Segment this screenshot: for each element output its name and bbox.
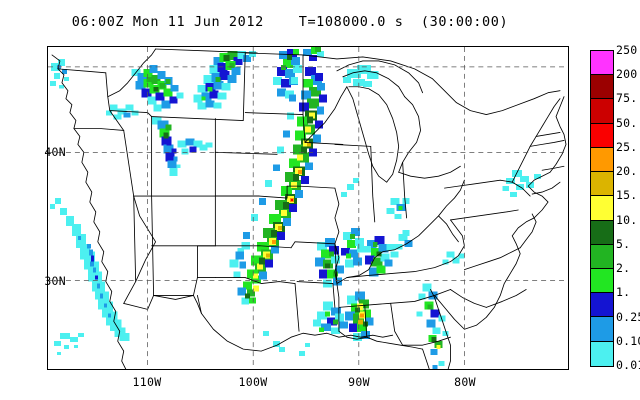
map-geography-outlines — [51, 48, 567, 369]
colorbar-label-6: 15. — [616, 188, 638, 203]
map-plot-area — [47, 46, 569, 370]
colorbar-band-12 — [591, 341, 613, 366]
colorbar-band-9 — [591, 268, 613, 294]
colorbar-label-13: 0.01 — [616, 358, 640, 372]
x-tick-label-80w: 80W — [454, 375, 476, 389]
region-florida-cells — [416, 283, 449, 369]
region-wyoming-colorado-band — [151, 116, 213, 177]
x-tick-label-110w: 110W — [132, 375, 162, 389]
region-dakotas-convection — [193, 50, 257, 110]
map-canvas — [48, 47, 568, 369]
colorbar-band-10 — [591, 293, 613, 318]
colorbar-band-1 — [591, 75, 613, 100]
colorbar-band-3 — [591, 123, 613, 148]
colorbar-label-2: 75. — [616, 91, 638, 106]
colorbar-label-1: 200. — [616, 67, 640, 82]
colorbar-band-4 — [591, 147, 613, 173]
colorbar — [590, 50, 614, 367]
y-tick-label-40n: 40N — [44, 145, 66, 159]
colorbar-label-11: 0.25 — [616, 309, 640, 324]
colorbar-band-0 — [591, 51, 613, 76]
colorbar-band-2 — [591, 99, 613, 124]
x-tick-label-100w: 100W — [238, 375, 268, 389]
region-carolinas-light — [442, 251, 465, 265]
figure-title: 06:00Z Mon 11 Jun 2012 T=108000.0 s (30:… — [71, 14, 509, 30]
colorbar-band-5 — [591, 172, 613, 197]
colorbar-band-11 — [591, 317, 613, 342]
colorbar-label-7: 10. — [616, 212, 638, 227]
colorbar-label-5: 20. — [616, 164, 638, 179]
region-ohio-valley-light — [340, 178, 410, 219]
region-california-coastal-band — [49, 198, 130, 356]
colorbar-band-7 — [591, 220, 613, 245]
precipitation-field — [49, 47, 542, 369]
colorbar-label-12: 0.10 — [616, 333, 640, 348]
y-tick-label-30n: 30N — [44, 274, 66, 288]
region-southeast-scattered-cells — [314, 227, 413, 288]
colorbar-band-6 — [591, 196, 613, 221]
region-gulf-coast-convection — [312, 291, 374, 342]
colorbar-label-9: 2. — [616, 261, 631, 276]
region-texas-misc — [263, 331, 310, 357]
region-upper-midwest-cells — [273, 47, 379, 99]
colorbar-label-3: 50. — [616, 115, 638, 130]
colorbar-label-4: 25. — [616, 139, 638, 154]
colorbar-band-8 — [591, 244, 613, 269]
colorbar-label-8: 5. — [616, 236, 631, 251]
colorbar-label-10: 1. — [616, 285, 631, 300]
region-central-plains-squall-line — [233, 66, 327, 284]
x-tick-label-90w: 90W — [348, 375, 370, 389]
colorbar-label-0: 250. — [616, 43, 640, 57]
